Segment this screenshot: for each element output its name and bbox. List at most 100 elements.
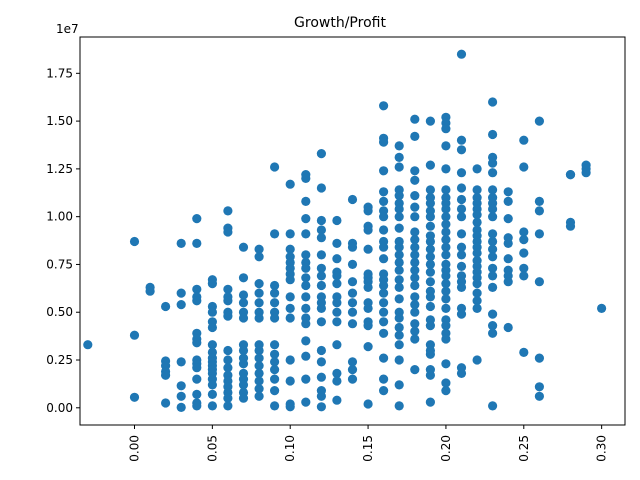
data-point [176, 402, 186, 412]
data-point [285, 179, 295, 189]
data-point [441, 359, 451, 369]
data-point [456, 242, 467, 252]
data-point [363, 206, 373, 216]
data-point [192, 374, 202, 384]
data-point [285, 229, 295, 239]
data-point [410, 257, 420, 268]
data-point [285, 292, 295, 302]
data-point [488, 212, 498, 222]
data-point [270, 288, 280, 298]
data-point [176, 391, 186, 401]
data-point [332, 215, 342, 226]
data-point [379, 101, 389, 111]
data-point [254, 298, 264, 308]
data-point [503, 238, 513, 248]
data-point [425, 301, 435, 312]
data-point [207, 307, 217, 317]
data-point [456, 212, 467, 222]
data-point [285, 402, 295, 412]
data-point [316, 303, 326, 313]
data-point [347, 242, 358, 252]
data-point [456, 204, 467, 214]
y-tick-label: 0.00 [46, 401, 73, 415]
data-point [456, 250, 467, 260]
data-point [519, 248, 529, 258]
data-point [503, 196, 513, 206]
data-point [441, 294, 451, 304]
data-point [503, 254, 513, 264]
data-point [394, 275, 404, 285]
data-point [488, 321, 498, 331]
y-tick-label: 1.50 [46, 114, 73, 128]
data-point [441, 204, 451, 214]
data-point [223, 345, 233, 356]
data-point [129, 392, 140, 402]
data-point [332, 298, 342, 308]
data-point [301, 397, 311, 407]
data-point [316, 391, 326, 401]
data-point [379, 242, 389, 252]
data-point [488, 282, 498, 292]
data-point [565, 221, 576, 231]
data-point [441, 164, 451, 174]
data-point [488, 328, 498, 338]
data-point [379, 307, 389, 317]
data-point [410, 365, 420, 375]
data-point [192, 363, 202, 373]
data-point [410, 242, 420, 252]
data-point [363, 321, 373, 331]
data-point [316, 250, 326, 260]
data-point [456, 229, 467, 239]
data-point [503, 277, 513, 287]
data-point [223, 393, 233, 403]
data-point [472, 355, 482, 365]
data-point [410, 202, 420, 212]
data-point [316, 280, 326, 291]
data-point [238, 242, 249, 252]
data-point [394, 191, 404, 201]
data-point [394, 401, 404, 411]
data-point [425, 370, 435, 380]
data-point [301, 303, 311, 313]
data-point [410, 319, 420, 329]
data-point [207, 401, 217, 411]
data-point [223, 363, 233, 373]
data-point [254, 279, 264, 289]
data-point [270, 162, 280, 172]
data-point [301, 351, 311, 361]
data-point [316, 233, 326, 243]
data-point [534, 391, 545, 401]
data-point [503, 214, 513, 224]
data-point [161, 301, 171, 312]
data-point [270, 298, 280, 308]
data-point [456, 49, 467, 59]
data-point [394, 330, 404, 340]
data-point [441, 321, 451, 331]
data-point [223, 311, 233, 321]
data-point [425, 236, 435, 247]
data-point [129, 236, 140, 247]
data-point [425, 221, 435, 231]
data-point [394, 162, 404, 172]
data-point [425, 277, 435, 287]
data-point [379, 386, 389, 396]
data-point [270, 365, 280, 375]
data-point [347, 374, 358, 384]
data-point [192, 389, 202, 399]
data-point [223, 296, 233, 306]
data-point [223, 401, 233, 411]
data-point [332, 317, 342, 327]
data-point [519, 347, 529, 357]
data-point [456, 282, 467, 292]
data-point [534, 116, 545, 126]
data-point [270, 374, 280, 384]
data-point [425, 244, 435, 254]
x-tick-label: 0.25 [517, 435, 531, 462]
data-point [410, 300, 420, 310]
x-tick-label: 0.05 [205, 435, 219, 462]
data-point [565, 170, 576, 180]
data-point [456, 145, 467, 155]
data-point [488, 168, 498, 178]
data-point [207, 340, 217, 350]
data-point [394, 265, 404, 275]
